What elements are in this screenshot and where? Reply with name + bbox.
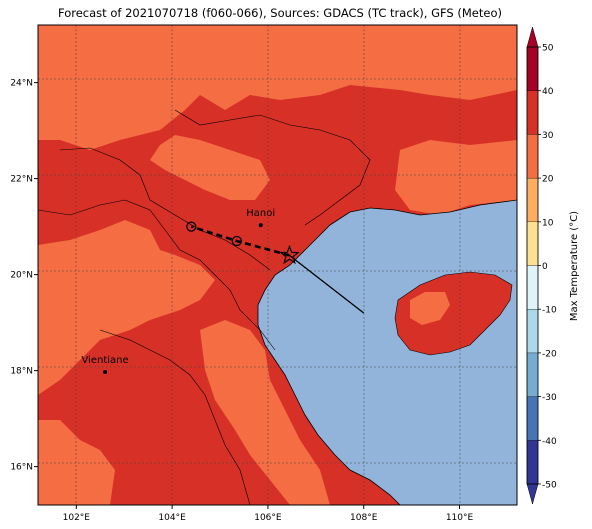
colorbar-extend-min — [526, 483, 539, 505]
y-tick-label: 24°N — [10, 79, 33, 89]
colorbar-segment — [526, 221, 539, 266]
colorbar-segment — [526, 440, 539, 485]
y-tick-label: 18°N — [10, 367, 33, 377]
x-tick-label: 104°E — [158, 513, 186, 523]
map-area: Hanoi Vientiane — [38, 25, 517, 505]
hainan-warm-area — [410, 292, 450, 325]
city-dot — [103, 370, 108, 375]
land-warm-region-ne — [395, 140, 517, 215]
coastline — [257, 199, 517, 505]
storm-track — [186, 221, 365, 314]
colorbar-tick-label: 40 — [542, 87, 554, 97]
colorbar-tick-label: 10 — [542, 218, 554, 228]
colorbar-tick-label: -40 — [542, 437, 557, 447]
colorbar-segment — [526, 352, 539, 397]
city-markers: Hanoi Vientiane — [81, 208, 275, 375]
colorbar-label: Max Temperature (°C) — [569, 211, 580, 321]
city-dot — [258, 223, 263, 228]
land-warm-region-north — [38, 25, 517, 150]
city-label: Hanoi — [246, 208, 275, 219]
colorbar: -50 -40 -30 -20 -10 0 10 20 30 40 50 — [526, 26, 557, 505]
colorbar-tick-label: 20 — [542, 175, 554, 185]
y-axis-ticks: 16°N 18°N 20°N 22°N 24°N — [10, 79, 38, 473]
map-frame — [37, 24, 518, 506]
colorbar-extend-max — [526, 26, 539, 48]
forecast-track-line — [190, 225, 290, 257]
land-warm-region-south — [200, 320, 330, 505]
x-axis-ticks: 102°E 104°E 106°E 108°E 110°E — [63, 505, 474, 523]
x-tick-label: 108°E — [350, 513, 378, 523]
storm-center-star — [279, 244, 300, 265]
colorbar-tick-label: -30 — [542, 393, 557, 403]
colorbar-segment — [526, 46, 539, 91]
x-tick-label: 102°E — [63, 513, 91, 523]
colorbar-segment — [526, 177, 539, 222]
forecast-position-marker — [231, 235, 242, 247]
colorbar-tick-label: 50 — [542, 44, 554, 54]
x-tick-label: 110°E — [446, 513, 474, 523]
colorbar-segment — [526, 90, 539, 135]
land-warm-region-west — [38, 220, 215, 395]
colorbar-tick-label: -20 — [542, 349, 557, 359]
colorbar-tick-label: 0 — [542, 262, 548, 272]
colorbar-segment — [526, 134, 539, 179]
land-warm-region-central — [150, 135, 270, 200]
graticule — [38, 25, 517, 505]
colorbar-tick-label: -50 — [542, 481, 557, 491]
past-track-line — [289, 254, 365, 314]
colorbar-tick-label: 30 — [542, 131, 554, 141]
colorbar-segment — [526, 396, 539, 441]
colorbar-tick-label: -10 — [542, 306, 557, 316]
chart-title: Forecast of 2021070718 (f060-066), Sourc… — [58, 6, 502, 20]
country-borders — [38, 109, 371, 505]
x-tick-label: 106°E — [254, 513, 282, 523]
colorbar-segment — [526, 265, 539, 310]
city-label: Vientiane — [81, 355, 128, 366]
y-tick-label: 16°N — [10, 463, 33, 473]
y-tick-label: 22°N — [10, 175, 33, 185]
colorbar-segment — [526, 309, 539, 354]
y-tick-label: 20°N — [10, 271, 33, 281]
land-warm-region-sw — [38, 420, 115, 505]
forecast-position-marker — [186, 221, 197, 232]
